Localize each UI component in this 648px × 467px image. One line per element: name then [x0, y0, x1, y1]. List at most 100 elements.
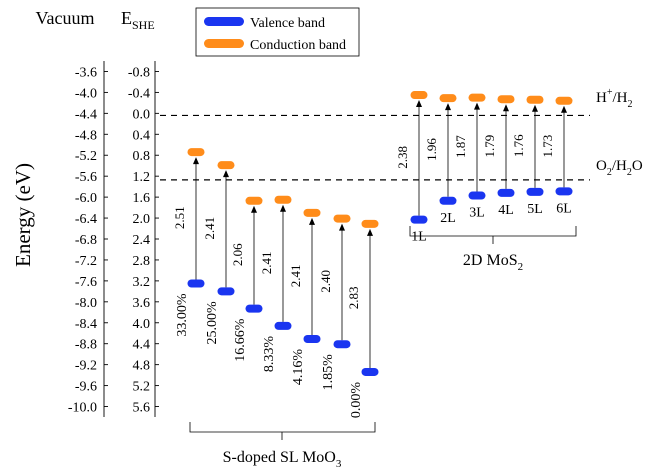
valence-band-level	[361, 367, 379, 376]
she-axis-tick-label: -0.8	[128, 65, 150, 80]
band-gap-label: 1.76	[511, 134, 526, 157]
doping-level-label: 0.00%	[349, 382, 364, 419]
gap-arrowhead	[474, 102, 480, 110]
gap-arrowhead	[193, 157, 199, 165]
vacuum-axis-tick-label: -5.6	[75, 170, 97, 185]
layer-count-label: 6L	[556, 201, 572, 216]
valence-band-level	[468, 191, 486, 200]
conduction-band-level	[410, 91, 428, 100]
she-axis-tick-label: 0.8	[133, 149, 151, 164]
band-levels: 2.51 33.00% 2.41 25.00% 2.06 16.66% 2.41 8.33% 2…	[172, 91, 573, 418]
valence-band-level	[439, 196, 457, 205]
legend-conduction-swatch	[204, 39, 244, 48]
conduction-band-level	[526, 95, 544, 104]
conduction-band-level	[439, 94, 457, 103]
vacuum-axis-tick-label: -7.6	[75, 275, 97, 290]
vacuum-axis-tick-label: -4.4	[75, 107, 97, 122]
band-gap-label: 2.40	[318, 270, 333, 293]
conduction-band-level	[497, 95, 515, 104]
vacuum-axis-title: Vacuum	[36, 8, 95, 28]
doping-level-label: 1.85%	[321, 354, 336, 391]
gap-arrowhead	[223, 170, 229, 178]
doping-level-label: 33.00%	[175, 293, 190, 337]
gap-arrowhead	[251, 205, 257, 213]
valence-band-level	[526, 187, 544, 196]
s-doped-group-bracket	[189, 422, 376, 440]
valence-band-level	[245, 304, 263, 313]
band-gap-label: 2.41	[202, 217, 217, 240]
layer-count-label: 5L	[527, 202, 543, 217]
she-axis-tick-label: 1.2	[133, 170, 151, 185]
band-gap-label: 1.87	[453, 135, 468, 158]
h-plus-h2-label: H+/H2	[596, 87, 632, 110]
gap-arrowhead	[503, 104, 509, 112]
she-axis-tick-label: 4.8	[133, 359, 151, 374]
vacuum-axis-tick-label: -10.0	[68, 401, 97, 416]
gap-arrowhead	[532, 104, 538, 112]
vacuum-axis-tick-label: -9.2	[75, 359, 97, 374]
vacuum-axis-tick-label: -8.0	[75, 296, 97, 311]
she-axis-tick-label: 5.2	[133, 380, 151, 395]
band-gap-label: 2.41	[259, 251, 274, 274]
mos2-group-bracket	[409, 226, 577, 244]
she-axis-title: ESHE	[121, 8, 155, 32]
gap-arrowhead	[561, 105, 567, 113]
band-gap-label: 1.79	[482, 135, 497, 158]
she-axis-tick-label: 1.6	[133, 191, 151, 206]
vacuum-axis-tick-label: -8.4	[75, 317, 97, 332]
layer-count-label: 4L	[498, 203, 514, 218]
conduction-band-level	[468, 93, 486, 102]
legend-valence-label: Valence band	[250, 16, 325, 31]
conduction-band-level	[217, 161, 235, 170]
she-axis-tick-label: 3.6	[133, 296, 151, 311]
legend-conduction-label: Conduction band	[250, 38, 346, 53]
layer-count-label: 1L	[411, 230, 427, 245]
valence-band-level	[187, 279, 205, 288]
legend: Valence band Conduction band	[195, 7, 360, 57]
valence-band-level	[555, 187, 573, 196]
band-gap-label: 2.38	[395, 146, 410, 169]
doping-level-label: 25.00%	[205, 301, 220, 345]
gap-arrowhead	[445, 103, 451, 111]
vacuum-axis-tick-label: -3.6	[75, 65, 97, 80]
gap-arrowhead	[367, 228, 373, 236]
vacuum-axis-tick-label: -6.0	[75, 191, 97, 206]
gap-arrowhead	[339, 223, 345, 231]
o2-h2o-label: O2/H2O	[596, 158, 643, 178]
band-gap-label: 2.41	[288, 265, 303, 288]
doping-level-label: 4.16%	[291, 349, 306, 386]
vacuum-axis-tick-label: -6.8	[75, 233, 97, 248]
vacuum-axis-tick-label: -5.2	[75, 149, 97, 164]
band-gap-label: 2.83	[346, 287, 361, 310]
band-gap-label: 1.96	[424, 138, 439, 161]
gap-arrowhead	[280, 204, 286, 212]
valence-band-level	[274, 321, 292, 330]
mos2-group-label: 2D MoS2	[463, 252, 523, 273]
vacuum-axis-tick-label: -6.4	[75, 212, 97, 227]
band-gap-label: 2.06	[230, 243, 245, 266]
band-gap-label: 1.73	[540, 135, 555, 158]
she-axis-tick-label: 3.2	[133, 275, 151, 290]
conduction-band-level	[555, 96, 573, 105]
vacuum-axis-tick-label: -4.8	[75, 128, 97, 143]
vacuum-axis-tick-label: -9.6	[75, 380, 97, 395]
she-axis-tick-label: 2.8	[133, 254, 151, 269]
valence-band-level	[333, 340, 351, 349]
conduction-band-level	[274, 195, 292, 204]
doping-level-label: 16.66%	[233, 318, 248, 362]
she-axis-tick-label: 4.4	[133, 338, 151, 353]
vacuum-axis-tick-label: -8.8	[75, 338, 97, 353]
layer-count-label: 3L	[469, 206, 485, 221]
she-axis-tick-label: 2.4	[133, 233, 151, 248]
vacuum-axis-tick-label: -7.2	[75, 254, 97, 269]
energy-axis-label: Energy (eV)	[11, 163, 35, 267]
she-axis-tick-label: 5.6	[133, 401, 151, 416]
conduction-band-level	[187, 148, 205, 157]
valence-band-level	[497, 188, 515, 197]
valence-band-level	[303, 334, 321, 343]
conduction-band-level	[245, 196, 263, 205]
she-axis-tick-label: 2.0	[133, 212, 151, 227]
gap-arrowhead	[309, 217, 315, 225]
she-axis-tick-label: 0.0	[133, 107, 151, 122]
conduction-band-level	[333, 214, 351, 223]
